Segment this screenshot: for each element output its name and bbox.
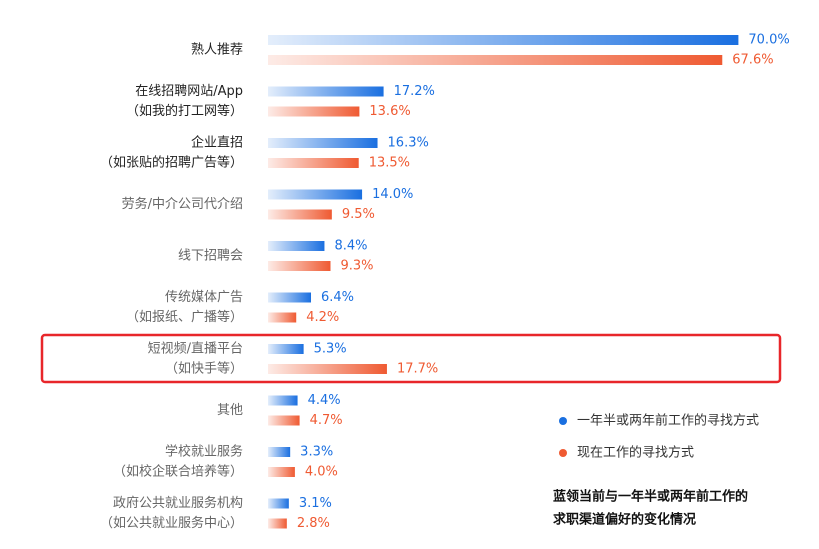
bar <box>268 312 297 323</box>
bar <box>268 138 378 148</box>
category-label: 传统媒体广告 <box>165 290 243 305</box>
bar <box>268 498 289 509</box>
bar <box>268 55 723 65</box>
category-label: 企业直招 <box>191 135 243 151</box>
category-label: 在线招聘网站/App <box>135 84 243 99</box>
bar <box>268 467 295 477</box>
chart-title: 求职渠道偏好的变化情况 <box>553 512 696 528</box>
value-label: 2.8% <box>297 516 330 531</box>
value-label: 9.5% <box>342 207 375 222</box>
value-label: 16.3% <box>388 136 429 151</box>
value-label: 13.6% <box>369 104 410 119</box>
value-label: 4.2% <box>306 310 339 325</box>
value-label: 8.4% <box>334 239 367 254</box>
value-label: 3.1% <box>299 496 332 511</box>
bar <box>268 241 325 251</box>
chart-title: 蓝领当前与一年半或两年前工作的 <box>553 489 748 505</box>
bar <box>268 395 298 406</box>
value-label: 4.7% <box>310 413 343 428</box>
category-label: 劳务/中介公司代介绍 <box>122 196 243 212</box>
bar <box>268 415 300 426</box>
category-label: 短视频/直播平台 <box>148 342 243 357</box>
legend-label: 一年半或两年前工作的寻找方式 <box>577 413 759 429</box>
value-label: 9.3% <box>340 259 373 274</box>
value-label: 17.2% <box>394 84 435 99</box>
bar <box>268 209 332 220</box>
bar <box>268 292 312 303</box>
bar <box>268 189 363 200</box>
bar <box>268 261 331 271</box>
category-label: （如张贴的招聘广告等） <box>100 155 243 171</box>
bar <box>268 35 739 45</box>
value-label: 4.0% <box>305 465 338 480</box>
bar <box>268 518 287 529</box>
value-label: 14.0% <box>372 187 413 202</box>
category-label: （如报纸、广播等） <box>126 309 243 325</box>
category-label: 熟人推荐 <box>191 42 243 58</box>
value-label: 17.7% <box>397 362 438 377</box>
bar <box>268 344 304 354</box>
category-label: 线下招聘会 <box>178 249 243 264</box>
category-label: 其他 <box>217 403 243 418</box>
bar <box>268 158 359 168</box>
value-label: 67.6% <box>732 53 773 68</box>
bar <box>268 364 387 374</box>
bar <box>268 447 291 457</box>
legend-marker <box>559 449 567 457</box>
value-label: 6.4% <box>321 290 354 305</box>
value-label: 13.5% <box>369 156 410 171</box>
value-label: 5.3% <box>314 342 347 357</box>
category-label: 学校就业服务 <box>165 444 243 460</box>
bar <box>268 86 384 97</box>
value-label: 4.4% <box>308 393 341 408</box>
value-label: 3.3% <box>300 445 333 460</box>
value-label: 70.0% <box>748 33 789 48</box>
category-label: （如我的打工网等） <box>126 103 243 119</box>
bar <box>268 106 360 117</box>
category-label: （如快手等） <box>165 361 243 377</box>
category-label: （如公共就业服务中心） <box>100 515 243 531</box>
category-label: 政府公共就业服务机构 <box>113 495 243 511</box>
legend-marker <box>559 417 567 425</box>
category-label: （如校企联合培养等） <box>113 464 243 480</box>
highlight-box <box>40 333 782 384</box>
legend-label: 现在工作的寻找方式 <box>577 445 694 461</box>
